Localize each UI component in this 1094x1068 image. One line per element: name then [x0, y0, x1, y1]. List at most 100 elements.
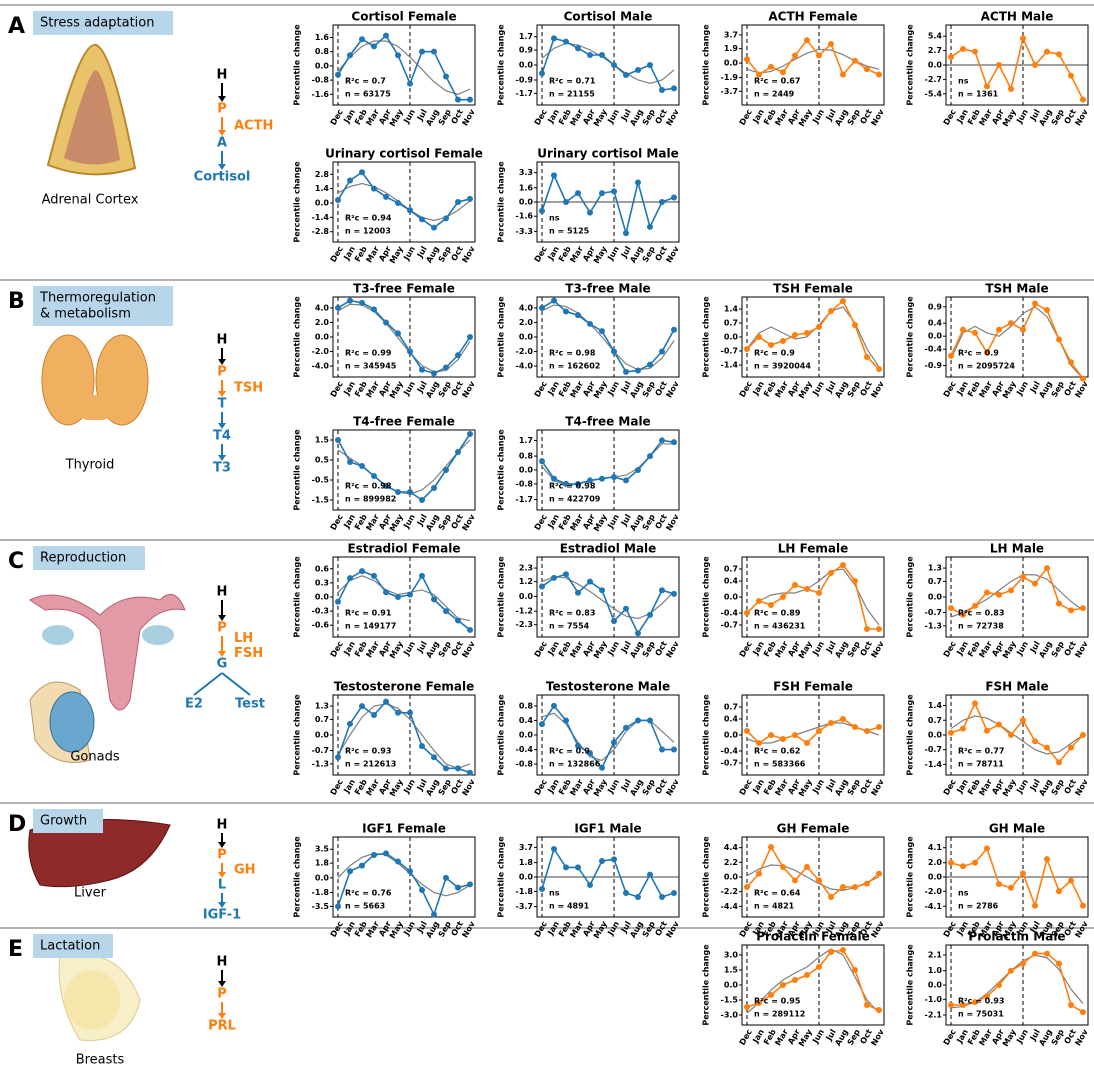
fit-r2: R²c = 0.76: [345, 889, 392, 898]
x-tick-label: Jun: [401, 379, 417, 397]
data-point: [539, 458, 545, 464]
sample-size: n = 149177: [345, 622, 396, 631]
y-tick-label: -0.8: [516, 479, 534, 488]
data-point: [1032, 62, 1038, 68]
data-point: [996, 327, 1002, 333]
data-point: [1008, 86, 1014, 92]
chart-title: T3-free Male: [565, 282, 650, 296]
data-point: [1080, 97, 1086, 103]
data-point: [948, 54, 954, 60]
sample-size: n = 5663: [345, 902, 385, 911]
data-point: [792, 332, 798, 338]
data-point: [623, 72, 629, 78]
data-point: [539, 721, 545, 727]
data-line: [747, 719, 879, 743]
data-point: [671, 327, 677, 333]
data-point: [467, 97, 473, 103]
data-point: [455, 199, 461, 205]
data-point: [659, 349, 665, 355]
section-letter: C: [8, 549, 24, 574]
data-point: [407, 710, 413, 716]
cascade-node: P: [217, 365, 227, 380]
y-tick-label: -0.9: [925, 361, 943, 370]
data-point: [443, 467, 449, 473]
section-letter: D: [8, 812, 26, 837]
data-point: [383, 194, 389, 200]
y-tick-label: 0.7: [928, 577, 942, 586]
data-point: [972, 330, 978, 336]
y-tick-label: -2.0: [516, 347, 534, 356]
data-point: [1056, 51, 1062, 57]
data-point: [431, 485, 437, 491]
data-point: [852, 884, 858, 890]
y-tick-label: 0.0: [928, 593, 943, 602]
section-label: Growth: [40, 814, 87, 829]
data-point: [1032, 951, 1038, 957]
fit-r2: R²c = 0.83: [958, 609, 1004, 618]
data-point: [816, 877, 822, 883]
data-point: [852, 58, 858, 64]
data-point: [563, 717, 569, 723]
data-point: [744, 1004, 750, 1010]
fit-r2: R²c = 0.98: [549, 349, 596, 358]
y-tick-label: 0.0: [315, 333, 330, 342]
cascade-node: P: [217, 848, 227, 863]
data-point: [948, 353, 954, 359]
data-point: [744, 728, 750, 734]
data-point: [876, 871, 882, 877]
y-tick-label: 0.9: [928, 302, 943, 311]
sample-size: n = 212613: [345, 760, 396, 769]
y-tick-label: 2.1: [928, 951, 943, 960]
data-point: [539, 70, 545, 76]
fit-r2: R²c = 0.77: [958, 747, 1004, 756]
data-point: [359, 568, 365, 574]
data-point: [587, 210, 593, 216]
chart-title: ACTH Female: [768, 10, 857, 24]
chart: Testosterone FemalePercentile change-1.3…: [293, 680, 478, 799]
chart-title: TSH Male: [985, 282, 1048, 296]
data-point: [575, 45, 581, 51]
data-point: [1056, 601, 1062, 607]
data-point: [551, 575, 557, 581]
y-tick-label: -1.9: [721, 73, 739, 82]
y-axis-label: Percentile change: [906, 296, 915, 378]
data-point: [467, 770, 473, 776]
data-point: [1020, 717, 1026, 723]
data-point: [395, 858, 401, 864]
data-point: [575, 590, 581, 596]
y-tick-label: 0.0: [315, 731, 330, 740]
x-tick-label: Jun: [605, 512, 621, 530]
data-point: [335, 903, 341, 909]
data-point: [780, 594, 786, 600]
y-tick-label: -0.3: [312, 607, 330, 616]
fit-r2: R²c = 0.9: [754, 349, 795, 358]
x-tick-label: Jun: [605, 379, 621, 397]
data-point: [744, 346, 750, 352]
data-point: [647, 453, 653, 459]
data-point: [864, 728, 870, 734]
organ-name: Breasts: [76, 1053, 125, 1068]
x-tick-label: Jun: [1014, 1027, 1030, 1045]
x-tick-label: Jun: [401, 777, 417, 795]
data-point: [948, 730, 954, 736]
y-axis-label: Percentile change: [497, 836, 506, 918]
data-point: [1020, 870, 1026, 876]
x-tick-label: Nov: [869, 919, 886, 939]
x-tick-label: Nov: [1073, 107, 1090, 127]
y-tick-label: 0.0: [315, 873, 330, 882]
sample-size: n = 345945: [345, 362, 397, 371]
data-point: [996, 721, 1002, 727]
y-tick-label: -1.8: [312, 888, 330, 897]
data-point: [1020, 961, 1026, 967]
data-point: [371, 852, 377, 858]
y-tick-label: 1.6: [519, 183, 534, 192]
thyroid-illustration: [42, 335, 148, 425]
data-point: [659, 437, 665, 443]
y-tick-label: -1.6: [312, 90, 330, 99]
data-point: [335, 197, 341, 203]
cascade-node: PRL: [208, 1019, 236, 1034]
data-point: [1080, 376, 1086, 382]
data-point: [575, 190, 581, 196]
data-point: [948, 605, 954, 611]
data-point: [804, 740, 810, 746]
